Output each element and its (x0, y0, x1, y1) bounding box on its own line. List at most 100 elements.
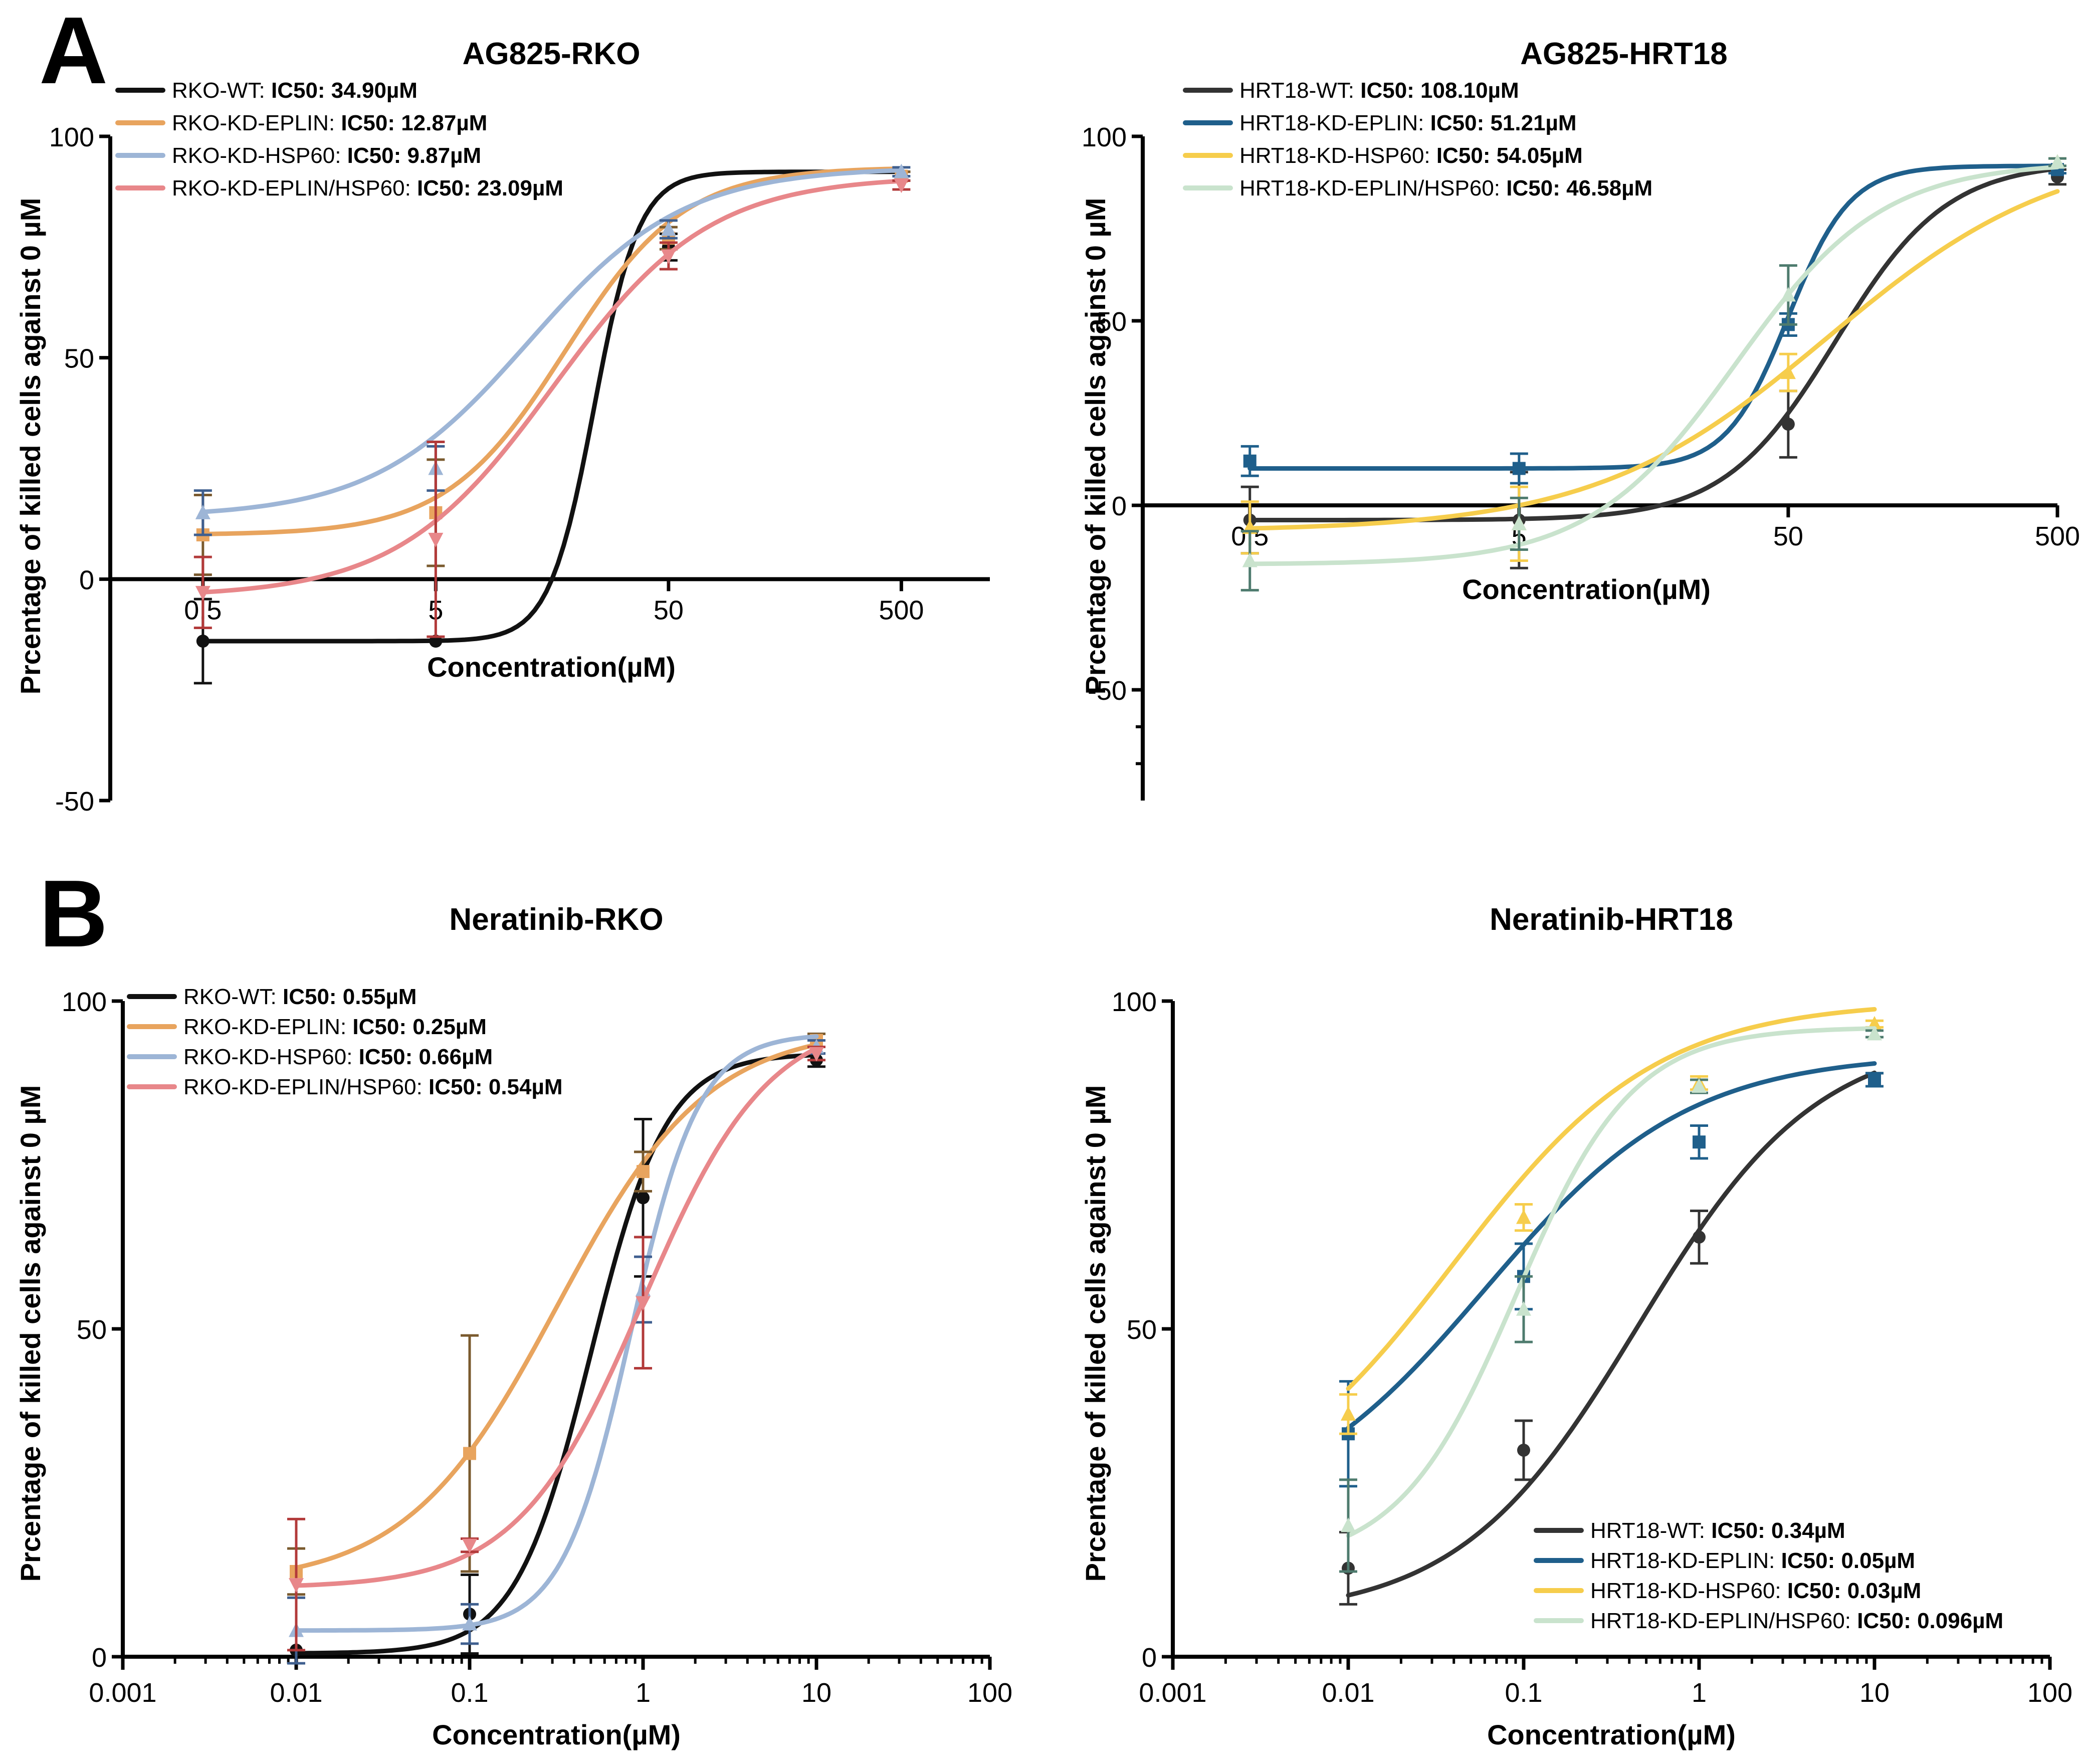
y-tick-label: 50 (64, 344, 94, 374)
x-tick-label: 0.001 (89, 1678, 156, 1708)
series-2 (1240, 154, 2066, 562)
legend: HRT18-WT: IC50: 108.10µM HRT18-KD-EPLIN: … (1183, 78, 1652, 201)
fit-curve (1247, 166, 2060, 522)
y-tick-label: 100 (1082, 122, 1127, 152)
series-2 (287, 1034, 825, 1665)
data-point (196, 635, 210, 648)
legend-ic50: IC50: 12.87µM (341, 111, 487, 135)
data-point (1242, 552, 1258, 567)
legend-ic50: IC50: 46.58µM (1506, 176, 1652, 201)
y-axis-label: Prcentage of killed cells against 0 µM (15, 198, 46, 695)
data-point (637, 1165, 650, 1179)
x-tick-label: 100 (2027, 1678, 2072, 1708)
x-tick-label: 500 (879, 595, 924, 625)
x-tick-label: 10 (801, 1678, 831, 1708)
y-tick-label: 0 (1112, 491, 1127, 521)
legend-ic50: IC50: 0.05µM (1781, 1548, 1915, 1573)
legend: HRT18-WT: IC50: 0.34µM HRT18-KD-EPLIN: IC… (1534, 1518, 2003, 1633)
legend-series-name: RKO-KD-HSP60: (183, 1045, 359, 1069)
chart-neratinib-rko: Neratinib-RKO 0 50 100 Prcentage of killed c… (15, 902, 1012, 1750)
x-axis-label: Concentration(µM) (1462, 573, 1711, 605)
legend-ic50: IC50: 0.34µM (1711, 1518, 1845, 1543)
legend-ic50: IC50: 0.25µM (352, 1015, 486, 1039)
legend-series-name: HRT18-KD-EPLIN: (1590, 1548, 1781, 1573)
series-1 (1240, 163, 2066, 485)
y-axis-label: Prcentage of killed cells against 0 µM (15, 1085, 46, 1582)
x-tick-label: 0.1 (1505, 1678, 1542, 1708)
data-point (1341, 1406, 1356, 1421)
legend-entry: RKO-WT: IC50: 34.90µM (172, 78, 418, 103)
data-point (1516, 1209, 1531, 1224)
y-tick-label: 50 (1127, 1315, 1157, 1345)
series-0 (193, 169, 911, 685)
x-tick-label: 500 (2035, 521, 2080, 551)
legend-ic50: IC50: 0.54µM (429, 1075, 562, 1099)
legend-ic50: IC50: 54.05µM (1436, 143, 1583, 168)
legend-series-name: HRT18-WT: (1239, 78, 1360, 103)
legend-entry: HRT18-KD-EPLIN/HSP60: IC50: 46.58µM (1239, 176, 1652, 201)
data-point (1693, 1135, 1706, 1149)
data-point (636, 1296, 651, 1311)
fit-curve (294, 1046, 819, 1588)
chart-ag825-rko: AG825-RKO -50 0 50 100 Prcentage of killed ce… (15, 37, 990, 817)
series-1 (1339, 1061, 1884, 1488)
fit-curve (200, 169, 904, 644)
data-point (195, 585, 211, 601)
series-2 (193, 163, 911, 536)
chart-title: Neratinib-RKO (449, 902, 663, 937)
data-point (195, 504, 211, 519)
fit-curve (1346, 1026, 1877, 1538)
x-tick-label: 50 (654, 595, 684, 625)
data-point (1780, 287, 1796, 302)
data-point (1516, 1301, 1531, 1316)
y-axis-label: Prcentage of killed cells against 0 µM (1080, 1085, 1111, 1582)
panel-letter-b: B (39, 861, 108, 967)
legend-ic50: IC50: 23.09µM (417, 176, 563, 201)
data-point (462, 1616, 477, 1631)
fit-curve (200, 168, 904, 514)
legend-series-name: HRT18-KD-EPLIN: (1239, 111, 1430, 135)
fit-curve (1346, 1061, 1877, 1431)
data-point (894, 163, 909, 178)
y-tick-label: 0 (79, 565, 94, 595)
x-axis-label: Concentration(µM) (1487, 1719, 1736, 1750)
x-tick-label: 1 (636, 1678, 651, 1708)
legend-series-name: RKO-KD-EPLIN/HSP60: (172, 176, 417, 201)
legend-entry: HRT18-KD-EPLIN: IC50: 0.05µM (1590, 1548, 1915, 1573)
legend-series-name: RKO-WT: (172, 78, 271, 103)
data-point (1868, 1073, 1881, 1086)
y-tick-label: 50 (77, 1315, 107, 1345)
legend-ic50: IC50: 0.55µM (283, 985, 416, 1009)
x-tick-label: 50 (1773, 521, 1803, 551)
fit-curve (1346, 1007, 1877, 1391)
x-tick-label: 1 (1692, 1678, 1707, 1708)
data-point (637, 1191, 650, 1205)
fit-curve (200, 178, 904, 595)
x-tick-label: 10 (1859, 1678, 1890, 1708)
legend-entry: RKO-KD-HSP60: IC50: 9.87µM (172, 143, 481, 168)
series-3 (193, 178, 911, 638)
data-point (661, 249, 676, 264)
fit-curve (1247, 189, 2060, 531)
legend-entry: HRT18-WT: IC50: 108.10µM (1239, 78, 1519, 103)
data-point (428, 532, 444, 547)
fit-curve (1247, 164, 2060, 566)
series-0 (1240, 166, 2066, 569)
chart-ag825-hrt18: AG825-HRT18 -50 0 50 100 Prcentage of killed … (1080, 37, 2080, 801)
panel-letter-a: A (39, 0, 108, 104)
legend-series-name: RKO-KD-EPLIN/HSP60: (183, 1075, 429, 1099)
data-point (1867, 1026, 1882, 1041)
series-3 (1240, 154, 2066, 592)
legend-ic50: IC50: 9.87µM (347, 143, 481, 168)
legend-series-name: HRT18-KD-HSP60: (1239, 143, 1436, 168)
legend: RKO-WT: IC50: 0.55µM RKO-KD-EPLIN: IC50: … (127, 985, 563, 1099)
legend-ic50: IC50: 51.21µM (1430, 111, 1577, 135)
legend-series-name: HRT18-WT: (1590, 1518, 1711, 1543)
legend-entry: HRT18-KD-HSP60: IC50: 0.03µM (1590, 1579, 1921, 1603)
legend-entry: HRT18-KD-EPLIN/HSP60: IC50: 0.096µM (1590, 1609, 2003, 1633)
y-tick-label: -50 (55, 787, 94, 817)
y-tick-label: -50 (1088, 676, 1127, 706)
data-point (1512, 462, 1526, 475)
data-point (1781, 418, 1795, 431)
